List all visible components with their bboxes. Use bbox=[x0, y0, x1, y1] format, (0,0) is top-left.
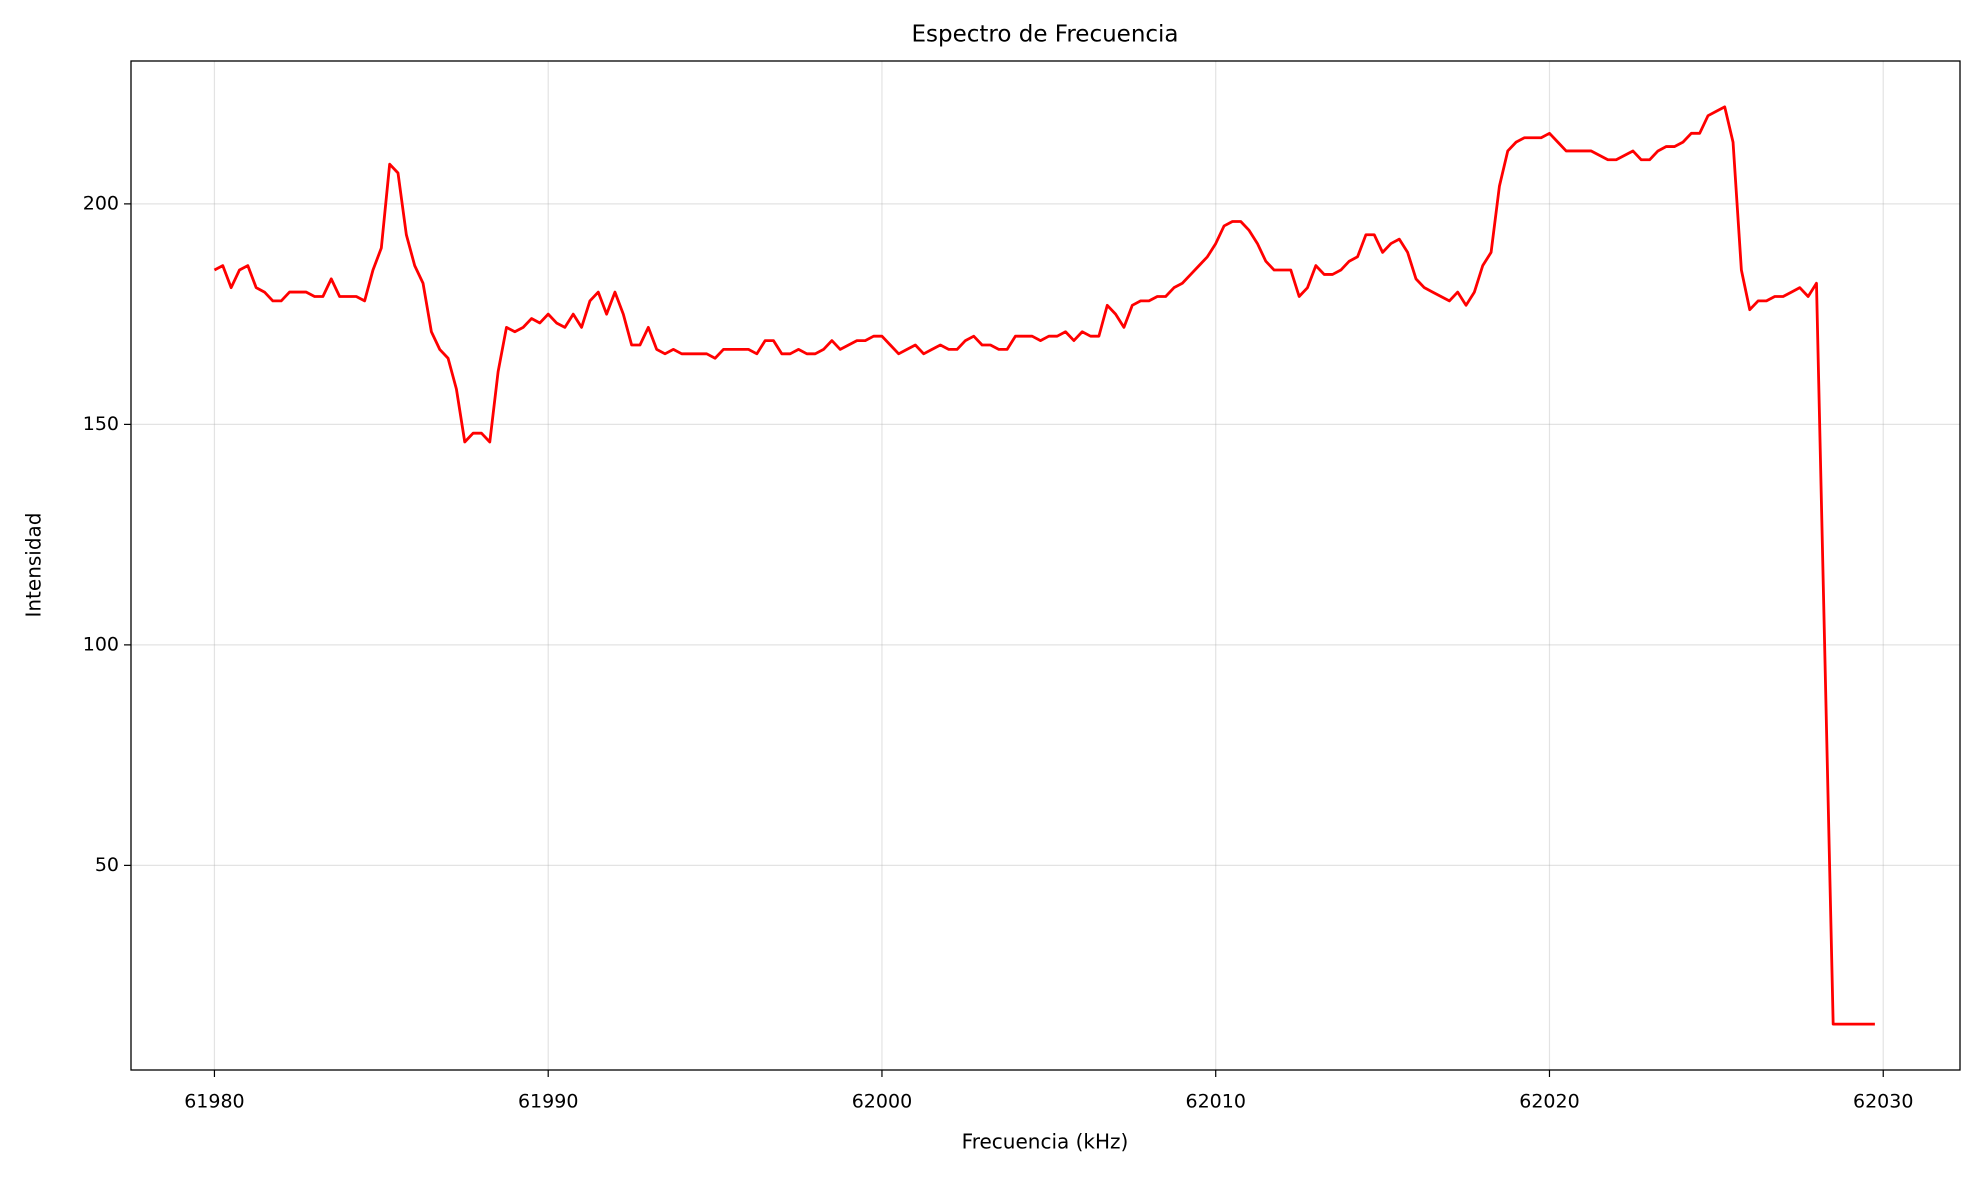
y-tick-label: 150 bbox=[83, 413, 119, 435]
y-tick-label: 200 bbox=[83, 192, 119, 214]
y-tick-label: 100 bbox=[83, 633, 119, 655]
x-tick-label: 61990 bbox=[518, 1091, 578, 1113]
x-tick-label: 61980 bbox=[184, 1091, 244, 1113]
x-tick-label: 62030 bbox=[1853, 1091, 1913, 1113]
x-axis-label: Frecuencia (kHz) bbox=[962, 1130, 1129, 1154]
y-tick-label: 50 bbox=[95, 854, 119, 876]
x-tick-label: 62020 bbox=[1519, 1091, 1579, 1113]
x-tick-label: 62000 bbox=[852, 1091, 912, 1113]
plot-frame bbox=[130, 60, 1961, 1071]
data-line bbox=[213, 105, 1875, 1026]
y-axis-label: Intensidad bbox=[22, 512, 46, 617]
chart-title: Espectro de Frecuencia bbox=[911, 22, 1178, 48]
x-tick-label: 62010 bbox=[1185, 1091, 1245, 1113]
